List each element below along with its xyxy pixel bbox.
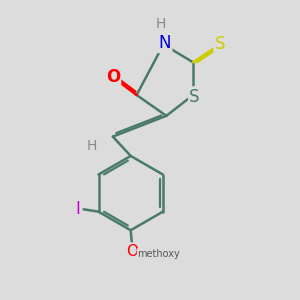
Text: I: I: [75, 200, 80, 218]
Text: O: O: [106, 68, 120, 86]
Text: S: S: [189, 88, 200, 106]
Text: S: S: [214, 35, 225, 53]
Text: H: H: [87, 139, 97, 152]
Text: methoxy: methoxy: [137, 249, 180, 259]
Text: N: N: [159, 34, 171, 52]
Text: O: O: [126, 244, 138, 259]
Text: H: H: [155, 17, 166, 31]
